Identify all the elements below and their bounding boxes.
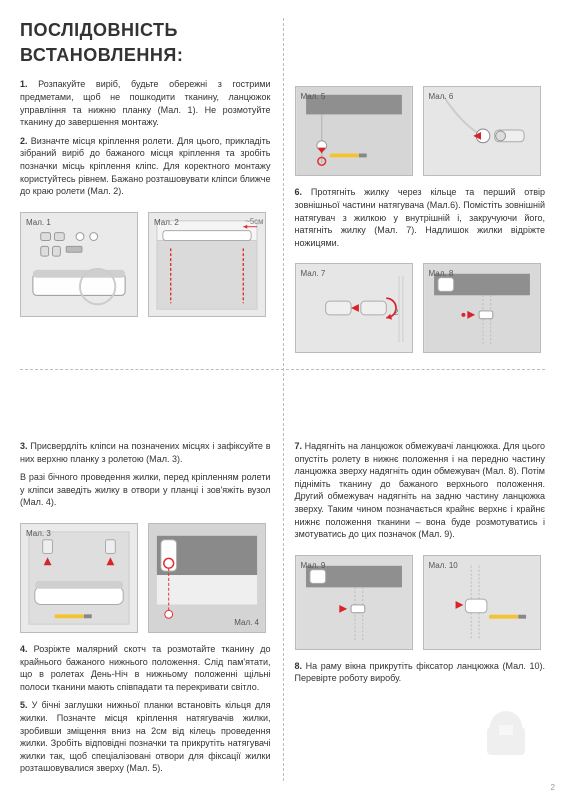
step-4: 4. Розріжте малярний скотч та розмотайте…	[20, 643, 271, 693]
figure-10: Мал. 10	[423, 555, 541, 650]
fig-label: Мал. 3	[26, 528, 51, 539]
col-right-bottom: 7. Надягніть на ланцюжок обмежувачі ланц…	[295, 440, 546, 781]
page-number: 2	[551, 782, 555, 793]
col-right-top: Мал. 5 Мал. 6	[295, 78, 546, 363]
fig-row-5-6: Мал. 5 Мал. 6	[295, 86, 546, 176]
step-1: 1. Розпакуйте виріб, будьте обережні з г…	[20, 78, 271, 128]
fig-label: Мал. 7	[301, 268, 326, 279]
fig-row-1-2: Мал. 1 Мал. 2	[20, 212, 271, 317]
col-left-top: 1. Розпакуйте виріб, будьте обережні з г…	[20, 78, 271, 363]
fig-label: Мал. 10	[429, 560, 458, 571]
step-3a: 3. Присвердліть кліпси на позначених міс…	[20, 440, 271, 465]
step-8: 8. На раму вікна прикрутіть фіксатор лан…	[295, 660, 546, 685]
vertical-divider	[283, 18, 284, 781]
step-6: 6. Протягніть жилку через кільце та перш…	[295, 186, 546, 249]
step-2: 2. Визначте місця кріплення ролети. Для …	[20, 135, 271, 198]
svg-text:~5см: ~5см	[245, 217, 263, 226]
fig-label: Мал. 4	[234, 617, 259, 628]
figure-1: Мал. 1	[20, 212, 138, 317]
fig-label: Мал. 2	[154, 217, 179, 228]
fig-label: Мал. 6	[429, 91, 454, 102]
figure-4: Мал. 4	[148, 523, 266, 633]
svg-text:2: 2	[394, 308, 398, 317]
fig-row-7-8: Мал. 7 2 Мал. 8	[295, 263, 546, 353]
figure-5: Мал. 5	[295, 86, 413, 176]
watermark-icon	[471, 701, 541, 771]
fig-label: Мал. 9	[301, 560, 326, 571]
step-5: 5. У бічні заглушки нижньої планки встан…	[20, 699, 271, 775]
step-7: 7. Надягніть на ланцюжок обмежувачі ланц…	[295, 440, 546, 541]
figure-3: Мал. 3	[20, 523, 138, 633]
fig-label: Мал. 5	[301, 91, 326, 102]
fig-label: Мал. 1	[26, 217, 51, 228]
figure-6: Мал. 6	[423, 86, 541, 176]
fig-row-3-4: Мал. 3 Мал. 4	[20, 523, 271, 633]
fig-row-9-10: Мал. 9 Мал. 10	[295, 555, 546, 650]
page-title: ПОСЛІДОВНІСТЬ ВСТАНОВЛЕННЯ:	[20, 18, 271, 68]
figure-9: Мал. 9	[295, 555, 413, 650]
figure-2: Мал. 2 ~5см	[148, 212, 266, 317]
fig-label: Мал. 8	[429, 268, 454, 279]
col-left-bottom: 3. Присвердліть кліпси на позначених міс…	[20, 440, 271, 781]
figure-8: Мал. 8	[423, 263, 541, 353]
step-3b: В разі бічного проведення жилки, перед к…	[20, 471, 271, 509]
figure-7: Мал. 7 2	[295, 263, 413, 353]
